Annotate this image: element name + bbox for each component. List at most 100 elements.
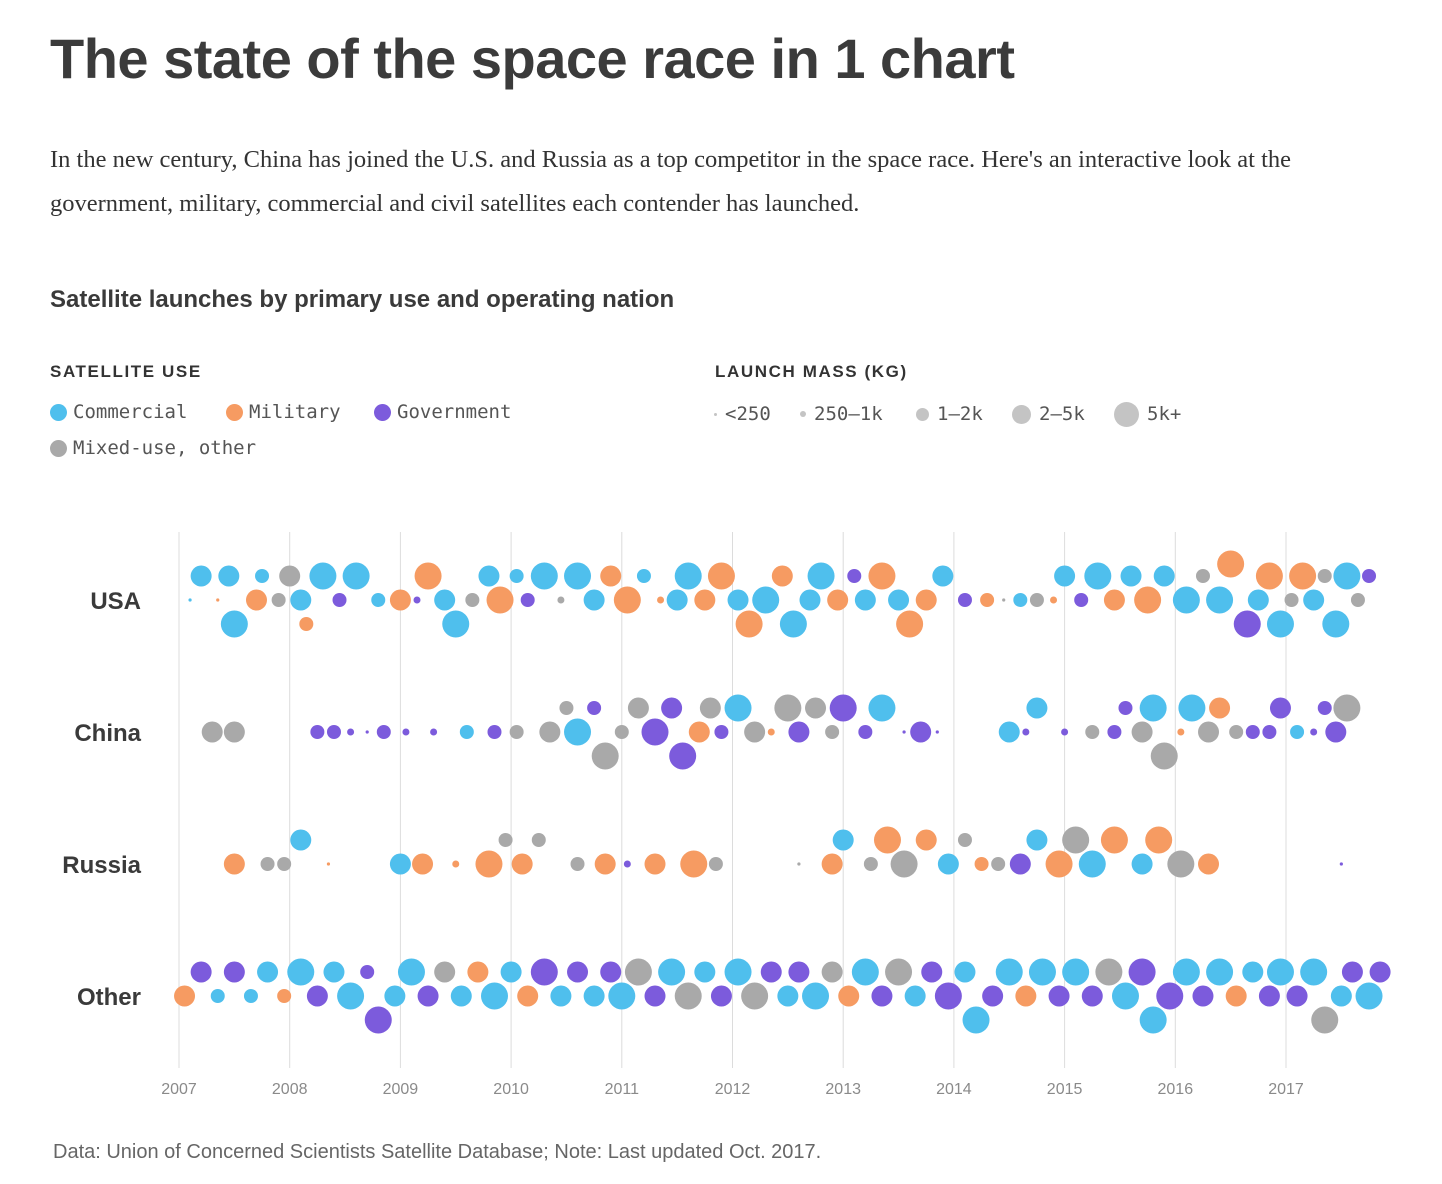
satellite-point (1266, 958, 1294, 986)
satellite-point (1195, 569, 1210, 583)
satellite-point (807, 562, 835, 590)
satellite-point (1074, 593, 1089, 607)
satellite-point (342, 562, 370, 590)
satellite-point (1100, 826, 1128, 854)
satellite-point (1178, 694, 1206, 722)
satellite-point (1362, 569, 1377, 583)
satellite-point (799, 589, 821, 611)
satellite-point (414, 562, 442, 590)
x-tick-label: 2013 (825, 1081, 861, 1098)
satellite-point (714, 725, 729, 739)
satellite-point (260, 857, 275, 871)
satellite-point (459, 725, 474, 739)
legend-item-military[interactable]: Military (226, 401, 341, 423)
satellite-point (821, 853, 843, 875)
satellite-point (915, 829, 937, 851)
satellite-point (174, 985, 196, 1007)
satellite-point (694, 589, 716, 611)
satellite-point (600, 961, 622, 983)
mass-bin-5k-plus: 5k+ (1114, 401, 1181, 427)
satellite-point (277, 989, 292, 1003)
satellite-point (509, 569, 524, 583)
satellite-point (1026, 697, 1048, 719)
satellite-point (779, 610, 807, 638)
satellite-point (475, 850, 503, 878)
x-tick-label: 2009 (383, 1081, 419, 1098)
satellite-point (310, 725, 325, 739)
satellite-point (500, 961, 522, 983)
legend-item-government[interactable]: Government (374, 401, 511, 423)
legend-item-mixed-use[interactable]: Mixed-use, other (50, 437, 256, 459)
x-tick-label: 2015 (1047, 1081, 1083, 1098)
satellite-point (1229, 725, 1244, 739)
satellite-point (1255, 562, 1283, 590)
satellite-point (509, 725, 524, 739)
satellite-point (365, 730, 369, 734)
satellite-point (1350, 593, 1365, 607)
x-tick-label: 2012 (715, 1081, 751, 1098)
satellite-point (1081, 985, 1103, 1007)
satellite-point (397, 958, 425, 986)
satellite-point (243, 989, 258, 1003)
satellite-point (644, 853, 666, 875)
satellite-point (1339, 862, 1343, 866)
satellite-point (741, 982, 769, 1010)
mass-bin-label: <250 (725, 403, 771, 425)
satellite-point (323, 961, 345, 983)
satellite-point (1317, 569, 1332, 583)
satellite-point (957, 593, 972, 607)
satellite-point (771, 565, 793, 587)
legend-label: Mixed-use, other (73, 437, 257, 459)
satellite-point (902, 730, 906, 734)
legend-label: Military (249, 401, 341, 423)
satellite-point (1111, 982, 1139, 1010)
satellite-point (188, 598, 192, 602)
satellite-point (434, 961, 456, 983)
mass-bin-label: 2–5k (1039, 403, 1085, 425)
x-tick-label: 2017 (1268, 1081, 1304, 1098)
satellite-point (559, 701, 574, 715)
satellite-point (724, 958, 752, 986)
satellite-point (623, 860, 631, 868)
satellite-point (847, 569, 862, 583)
satellite-point (478, 565, 500, 587)
satellite-point (674, 982, 702, 1010)
satellite-point (600, 565, 622, 587)
satellite-point (1242, 961, 1264, 983)
commercial-dot-icon (50, 403, 67, 421)
satellite-point (868, 694, 896, 722)
satellite-point (858, 725, 873, 739)
legend-item-commercial[interactable]: Commercial (50, 401, 187, 423)
satellite-point (271, 593, 286, 607)
x-tick-label: 2014 (936, 1081, 972, 1098)
legend-label: Government (397, 401, 512, 423)
satellite-point (1192, 985, 1214, 1007)
satellite-point (1369, 961, 1391, 983)
satellite-point (591, 742, 619, 770)
satellite-point (218, 565, 240, 587)
satellite-point (1172, 958, 1200, 986)
satellite-point (608, 982, 636, 1010)
satellite-point (326, 862, 331, 866)
satellite-point (896, 610, 924, 638)
satellite-point (364, 1006, 392, 1034)
satellite-point (430, 728, 438, 736)
satellite-point (802, 982, 830, 1010)
satellite-point (417, 985, 439, 1007)
satellite-point (201, 721, 223, 743)
satellite-point (797, 862, 801, 866)
satellite-point (1139, 1006, 1167, 1034)
satellite-point (1269, 697, 1291, 719)
legend-label: Commercial (73, 401, 188, 423)
satellite-point (347, 728, 355, 736)
satellite-point (744, 721, 766, 743)
satellite-point (1002, 598, 1006, 602)
satellite-point (309, 562, 337, 590)
satellite-point (1128, 958, 1156, 986)
page-title: The state of the space race in 1 chart (50, 27, 1015, 90)
satellite-point (360, 965, 375, 979)
row-label: Other (77, 984, 141, 1011)
satellite-point (694, 961, 716, 983)
satellite-point (564, 562, 592, 590)
satellite-point (752, 586, 780, 614)
